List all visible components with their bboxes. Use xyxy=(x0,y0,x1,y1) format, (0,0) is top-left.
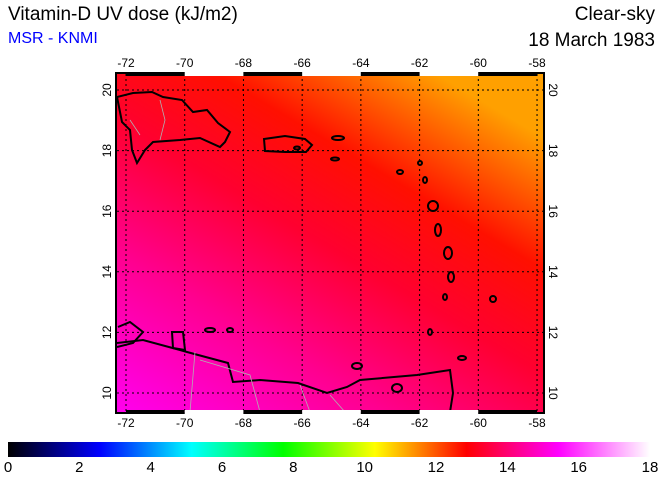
frame-segment xyxy=(302,72,361,76)
frame-segment xyxy=(184,410,244,414)
colorbar-tick-label: 0 xyxy=(3,459,13,476)
uv-dose-map: -72 -72 -70 -70 -68 -68 -66 -66 -64 -64 -62 -62 -60 -… xyxy=(100,56,560,430)
colorbar-tick-label: 18 xyxy=(641,459,659,476)
lat-tick-label: 18 xyxy=(546,144,560,158)
lat-tick-label: 16 xyxy=(100,204,114,218)
colorbar-tick-label: 10 xyxy=(356,459,373,476)
frame-segment xyxy=(360,410,420,414)
colorbar-tick-label: 16 xyxy=(570,459,587,476)
frame-segment xyxy=(126,72,185,76)
frame-segment xyxy=(360,72,420,76)
colorbar-tick-label: 4 xyxy=(146,459,155,476)
lon-tick-label: -60 xyxy=(470,416,488,430)
lon-tick-label: -66 xyxy=(293,56,311,70)
islands xyxy=(204,135,497,393)
frame-segment xyxy=(419,72,479,76)
venezuela-coast xyxy=(117,338,455,412)
graticule xyxy=(117,74,543,412)
guajira-coast xyxy=(117,320,145,348)
frame-segment xyxy=(184,72,244,76)
frame-segment xyxy=(478,410,538,414)
frame-segment xyxy=(243,410,303,414)
lat-tick-label: 10 xyxy=(100,386,114,400)
coastlines xyxy=(117,90,497,412)
lat-tick-label: 20 xyxy=(546,83,560,97)
lon-tick-label: -62 xyxy=(411,56,429,70)
borders xyxy=(129,99,346,412)
colorbar-tick-label: 6 xyxy=(217,459,227,476)
lat-tick-label: 20 xyxy=(100,83,114,97)
date-label: 18 March 1983 xyxy=(528,30,655,51)
lat-tick-label: 12 xyxy=(100,325,114,339)
source-label: MSR - KNMI xyxy=(8,30,98,47)
frame-segment xyxy=(302,410,361,414)
colorbar xyxy=(8,442,650,457)
frame-segment xyxy=(419,410,479,414)
lon-tick-label: -64 xyxy=(352,56,370,70)
frame-segment xyxy=(478,72,538,76)
colorbar-tick-label: 12 xyxy=(427,459,445,476)
frame-segment xyxy=(126,410,185,414)
lat-tick-label: 14 xyxy=(100,265,114,279)
lon-tick-label: -70 xyxy=(176,416,194,430)
frame-segment xyxy=(243,72,303,76)
dose-field xyxy=(117,74,543,412)
lon-tick-label: -58 xyxy=(528,416,546,430)
paraguana-coast xyxy=(170,331,187,352)
lon-tick-label: -72 xyxy=(117,416,135,430)
puerto-rico-coast xyxy=(262,134,314,153)
hispaniola-coast xyxy=(117,90,232,166)
lat-tick-label: 10 xyxy=(546,386,560,400)
lat-tick-label: 12 xyxy=(546,326,560,340)
lon-tick-label: -62 xyxy=(411,416,429,430)
lon-tick-label: -64 xyxy=(352,416,370,430)
lat-tick-label: 18 xyxy=(100,144,114,158)
lat-tick-label: 14 xyxy=(546,265,560,279)
colorbar-tick-label: 2 xyxy=(75,459,84,476)
sky-mode-label: Clear-sky xyxy=(574,4,655,25)
lon-tick-label: -68 xyxy=(235,56,253,70)
axes: -72 -72 -70 -70 -68 -68 -66 -66 -64 -64 -62 -62 -60 -… xyxy=(100,56,560,430)
lon-tick-label: -60 xyxy=(470,56,488,70)
lon-tick-label: -66 xyxy=(293,416,311,430)
map-title: Vitamin-D UV dose (kJ/m2) xyxy=(8,4,238,25)
lon-tick-label: -70 xyxy=(176,56,194,70)
colorbar-tick-label: 8 xyxy=(289,459,298,476)
lon-tick-label: -58 xyxy=(528,56,546,70)
lon-tick-label: -68 xyxy=(235,416,253,430)
colorbar-tick-label: 14 xyxy=(498,459,516,476)
lon-tick-label: -72 xyxy=(117,56,135,70)
lat-tick-label: 16 xyxy=(546,205,560,219)
